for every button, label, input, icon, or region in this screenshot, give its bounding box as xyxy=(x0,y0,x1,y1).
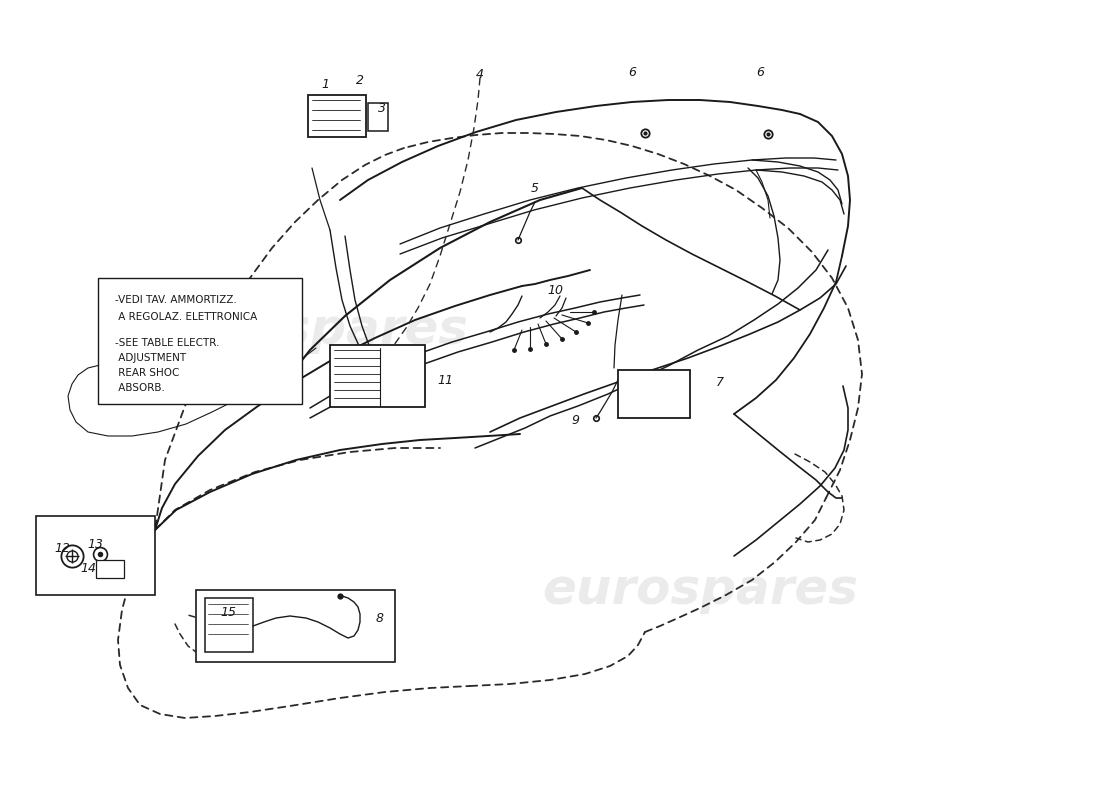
Text: 2: 2 xyxy=(356,74,364,86)
FancyBboxPatch shape xyxy=(96,560,124,578)
Text: 7: 7 xyxy=(716,375,724,389)
Text: 5: 5 xyxy=(531,182,539,194)
FancyBboxPatch shape xyxy=(196,590,395,662)
FancyBboxPatch shape xyxy=(98,278,302,404)
Text: 15: 15 xyxy=(220,606,236,619)
Text: REAR SHOC: REAR SHOC xyxy=(116,368,179,378)
Text: 12: 12 xyxy=(54,542,70,554)
Text: 3: 3 xyxy=(378,102,386,114)
Text: 11: 11 xyxy=(437,374,453,386)
Text: 13: 13 xyxy=(87,538,103,551)
Text: 8: 8 xyxy=(376,611,384,625)
Text: -SEE TABLE ELECTR.: -SEE TABLE ELECTR. xyxy=(116,338,219,348)
FancyBboxPatch shape xyxy=(308,95,366,137)
Text: 4: 4 xyxy=(476,69,484,82)
Text: 9: 9 xyxy=(571,414,579,426)
FancyBboxPatch shape xyxy=(618,370,690,418)
FancyBboxPatch shape xyxy=(330,345,425,407)
Text: eurospares: eurospares xyxy=(152,306,468,354)
Text: 6: 6 xyxy=(756,66,764,78)
Text: ADJUSTMENT: ADJUSTMENT xyxy=(116,353,186,363)
Text: 1: 1 xyxy=(321,78,329,91)
Text: 14: 14 xyxy=(80,562,96,574)
FancyBboxPatch shape xyxy=(368,103,388,131)
Text: 10: 10 xyxy=(547,283,563,297)
FancyBboxPatch shape xyxy=(36,516,155,595)
FancyBboxPatch shape xyxy=(205,598,253,652)
Text: A REGOLAZ. ELETTRONICA: A REGOLAZ. ELETTRONICA xyxy=(116,312,257,322)
Text: eurospares: eurospares xyxy=(542,566,858,614)
Text: ABSORB.: ABSORB. xyxy=(116,383,165,393)
Text: 6: 6 xyxy=(628,66,636,79)
Text: -VEDI TAV. AMMORTIZZ.: -VEDI TAV. AMMORTIZZ. xyxy=(116,295,236,305)
